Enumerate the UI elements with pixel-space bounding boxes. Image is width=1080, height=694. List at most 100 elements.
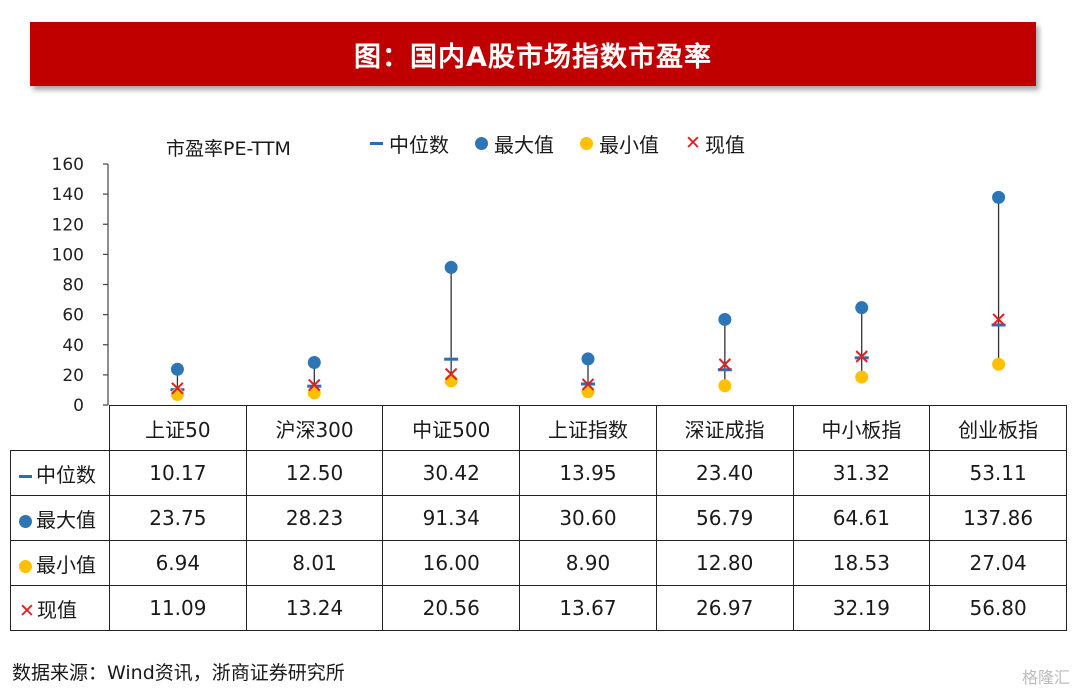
min-point [855,370,869,384]
table-cell: 30.42 [382,450,521,496]
min-point [170,388,184,402]
watermark: 格隆汇 [1021,668,1070,687]
table-cell: 13.24 [245,585,384,631]
max-point [307,355,321,369]
legend-item-current: ✕ 现值 [685,129,745,158]
row-header: 最小值 [10,540,110,586]
table-row: 最小值 6.94 8.01 16.00 8.90 12.80 18.53 27.04 [10,540,1067,586]
row-header-label: 最大值 [36,507,96,532]
table-cell: 18.53 [792,540,931,586]
table-cell: 12.50 [245,450,384,496]
source-note: 数据来源：Wind资讯，浙商证券研究所 [12,662,345,684]
max-point [444,260,458,274]
median-marker-icon [19,474,32,478]
current-marker-icon: ✕ [19,599,35,622]
table-row: 中位数 10.17 12.50 30.42 13.95 23.40 31.32 53.11 [10,450,1067,496]
legend: 中位数 最大值 最小值 ✕ 现值 [370,129,745,158]
table-cell: 11.09 [109,585,247,631]
median-mark [717,368,732,372]
y-tick-label: 100 [52,245,84,265]
max-marker-icon [475,137,488,150]
category-label: 中小板指 [792,405,931,451]
legend-item-max: 最大值 [475,129,554,158]
category-label: 中证500 [382,405,521,451]
legend-item-min: 最小值 [580,129,659,158]
max-marker-icon [19,514,32,528]
table-cell: 13.95 [519,450,657,496]
table-cell: 30.60 [519,495,657,541]
max-point [718,312,732,326]
min-point [718,379,732,393]
legend-label-median: 中位数 [389,133,449,157]
y-tick-label: 20 [62,366,84,386]
min-marker-icon [19,559,32,573]
legend-label-current: 现值 [705,133,745,157]
current-point [718,358,732,371]
table-cell: 8.01 [245,540,384,586]
category-label: 上证50 [109,405,247,451]
current-point [308,378,321,392]
category-header-row: 上证50 沪深300 中证500 上证指数 深证成指 中小板指 创业板指 [10,405,1067,451]
category-label: 创业板指 [929,405,1067,451]
data-table: 上证50 沪深300 中证500 上证指数 深证成指 中小板指 创业板指 中位数 10.17 1… [10,405,1067,631]
table-cell: 26.97 [655,585,794,631]
table-cell: 31.32 [792,450,931,496]
chart-title: 图：国内A股市场指数市盈率 [354,41,712,73]
current-point [855,350,868,363]
median-mark [991,323,1006,327]
y-tick-label: 140 [52,185,84,205]
table-cell: 91.34 [382,495,521,541]
median-marker-icon [370,142,383,145]
max-point [581,352,595,366]
row-header: 最大值 [10,495,110,541]
current-point [992,313,1005,326]
table-cell: 32.19 [792,585,931,631]
y-tick-label: 40 [62,336,84,356]
current-point [171,382,184,395]
min-point [992,357,1006,371]
y-tick-label: 60 [62,306,84,326]
table-cell: 53.11 [929,450,1067,496]
table-cell: 16.00 [382,540,521,586]
title-banner: 图：国内A股市场指数市盈率 [30,22,1036,86]
y-tick-label: 120 [52,215,84,235]
table-cell: 56.80 [929,585,1067,631]
table-row: ✕ 现值 11.09 13.24 20.56 13.67 26.97 32.19 56.80 [10,585,1067,631]
min-point [444,374,458,388]
category-label: 深证成指 [655,405,794,451]
max-point [992,190,1006,204]
legend-label-max: 最大值 [494,133,554,157]
table-cell: 8.90 [519,540,657,586]
table-cell: 12.80 [655,540,794,586]
max-point [170,362,184,376]
table-cell: 27.04 [929,540,1067,586]
min-marker-icon [580,137,593,150]
legend-item-median: 中位数 [370,129,449,158]
current-marker-icon: ✕ [685,132,701,154]
current-point [581,378,595,391]
category-label: 上证指数 [519,405,657,451]
table-cell: 20.56 [382,585,521,631]
table-cell: 23.75 [109,495,247,541]
y-tick-label: 160 [52,155,84,175]
current-point [444,367,458,381]
table-row: 最大值 23.75 28.23 91.34 30.60 56.79 64.61 137.86 [10,495,1067,541]
median-mark [444,357,459,361]
row-header: ✕ 现值 [10,585,110,631]
row-header-label: 最小值 [36,552,96,577]
table-cell: 23.40 [655,450,794,496]
y-axis-label: 市盈率PE-TTM [166,138,291,160]
table-cell: 13.67 [519,585,657,631]
max-point [855,301,869,315]
row-header-label: 中位数 [36,462,96,487]
table-cell: 6.94 [109,540,247,586]
table-cell: 10.17 [109,450,247,496]
table-cell: 56.79 [655,495,794,541]
table-corner [10,405,110,451]
table-cell: 28.23 [245,495,384,541]
row-header: 中位数 [10,450,110,496]
category-label: 沪深300 [245,405,384,451]
table-cell: 137.86 [929,495,1067,541]
min-point [581,385,595,399]
